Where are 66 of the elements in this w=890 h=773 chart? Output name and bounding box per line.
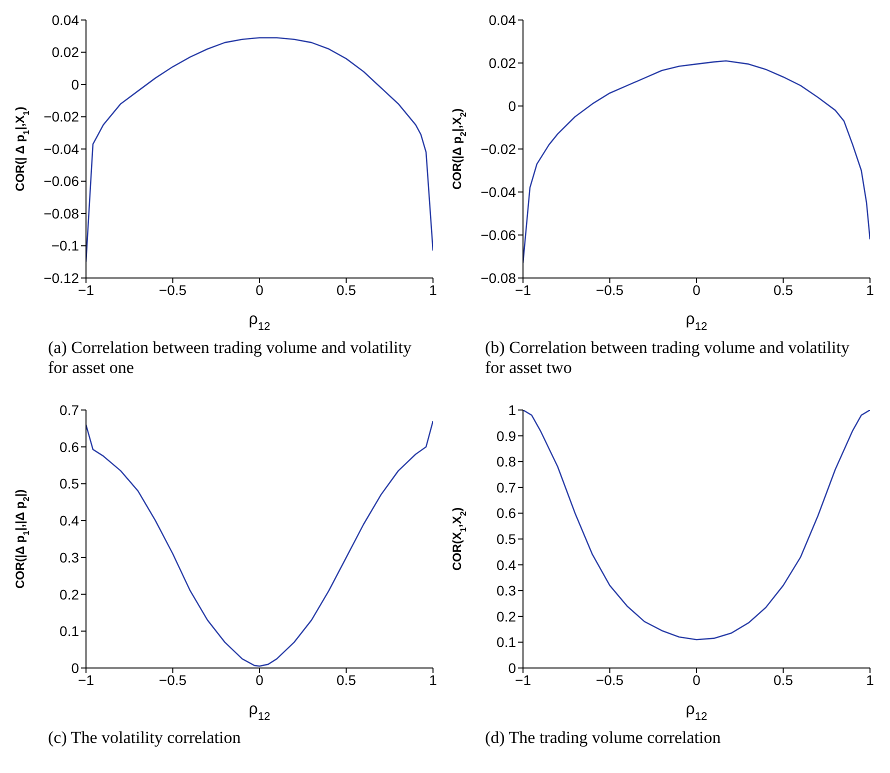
x-axis-title: ρ$_{12}$: [248, 311, 270, 333]
y-tick-label: 0.7: [60, 402, 80, 418]
x-tick-label: 0.5: [774, 282, 794, 298]
y-tick-label: −0.04: [44, 140, 80, 157]
y-tick-label: 0: [508, 98, 516, 114]
y-tick-label: 0: [71, 76, 80, 92]
text: (d) The trading volume correlation: [484, 728, 722, 749]
line-series: [523, 410, 870, 640]
y-tick-label: 0.02: [52, 44, 80, 60]
x-tick-label: −0.5: [158, 672, 187, 688]
y-tick-label: −0.06: [44, 173, 80, 190]
x-tick-label: 1: [429, 672, 438, 688]
y-tick-label: 0.04: [488, 12, 516, 28]
y-tick-label: −0.06: [480, 226, 516, 243]
y-tick-label: 0.1: [496, 634, 516, 650]
x-tick-label: 0.5: [336, 672, 356, 688]
y-tick-label: 0.02: [488, 54, 516, 71]
x-tick-label: −0.5: [158, 282, 187, 298]
y-tick-label: 0.4: [60, 512, 80, 529]
x-tick-label: 0.5: [336, 282, 356, 298]
y-tick-label: −0.08: [480, 270, 516, 286]
x-tick-label: −1: [78, 282, 94, 298]
x-tick-label: −1: [515, 672, 532, 688]
x-tick-label: −0.5: [596, 672, 624, 688]
y-tick-label: 0: [508, 660, 516, 676]
text: (b) Correlation between trading volume and volatility for asset two: [484, 338, 850, 379]
x-tick-label: 1: [866, 282, 874, 298]
x-axis-title: ρ$_{12}$: [686, 701, 708, 723]
y-tick-label: 0.1: [60, 623, 80, 640]
x-tick-label: 0.5: [774, 672, 794, 688]
y-tick-label: −0.04: [480, 184, 516, 200]
y-tick-label: 0.4: [496, 556, 516, 573]
y-tick-label: 0.5: [496, 530, 516, 547]
x-tick-label: 0: [256, 672, 264, 688]
y-tick-label: −0.1: [51, 238, 80, 254]
x-axis-title: ρ$_{12}$: [686, 311, 708, 333]
x-tick-label: 1: [429, 282, 438, 298]
text: (a) Correlation between trading volume and volatility for asset one: [47, 338, 412, 379]
y-tick-label: −0.02: [44, 108, 80, 125]
x-tick-label: 0: [692, 282, 701, 298]
line-series: [86, 37, 433, 263]
y-tick-label: 0.8: [496, 454, 516, 470]
y-tick-label: −0.12: [44, 270, 80, 286]
y-tick-label: 0: [71, 660, 80, 676]
y-tick-label: 1: [508, 402, 516, 418]
y-tick-label: 0.3: [496, 582, 516, 599]
x-tick-label: 0: [692, 672, 701, 688]
y-tick-label: 0.3: [60, 549, 80, 566]
y-tick-label: 0.2: [60, 586, 80, 602]
y-tick-label: 0.5: [60, 476, 80, 492]
x-tick-label: −1: [78, 672, 94, 688]
text: (c) The volatility correlation: [47, 728, 242, 749]
x-tick-label: 0: [256, 282, 264, 298]
x-tick-label: −0.5: [596, 282, 624, 298]
x-axis-title: ρ$_{12}$: [248, 701, 270, 723]
y-tick-label: −0.02: [480, 140, 516, 157]
y-tick-label: 0.2: [496, 608, 516, 624]
y-tick-label: −0.08: [44, 205, 80, 222]
y-tick-label: 0.7: [496, 479, 516, 496]
y-tick-label: 0.9: [496, 428, 516, 444]
y-tick-label: 0.6: [496, 505, 516, 522]
y-tick-label: 0.6: [60, 438, 80, 455]
y-tick-label: 0.04: [52, 12, 80, 28]
x-tick-label: −1: [515, 282, 532, 298]
line-series: [523, 60, 870, 264]
x-tick-label: 1: [866, 672, 874, 688]
